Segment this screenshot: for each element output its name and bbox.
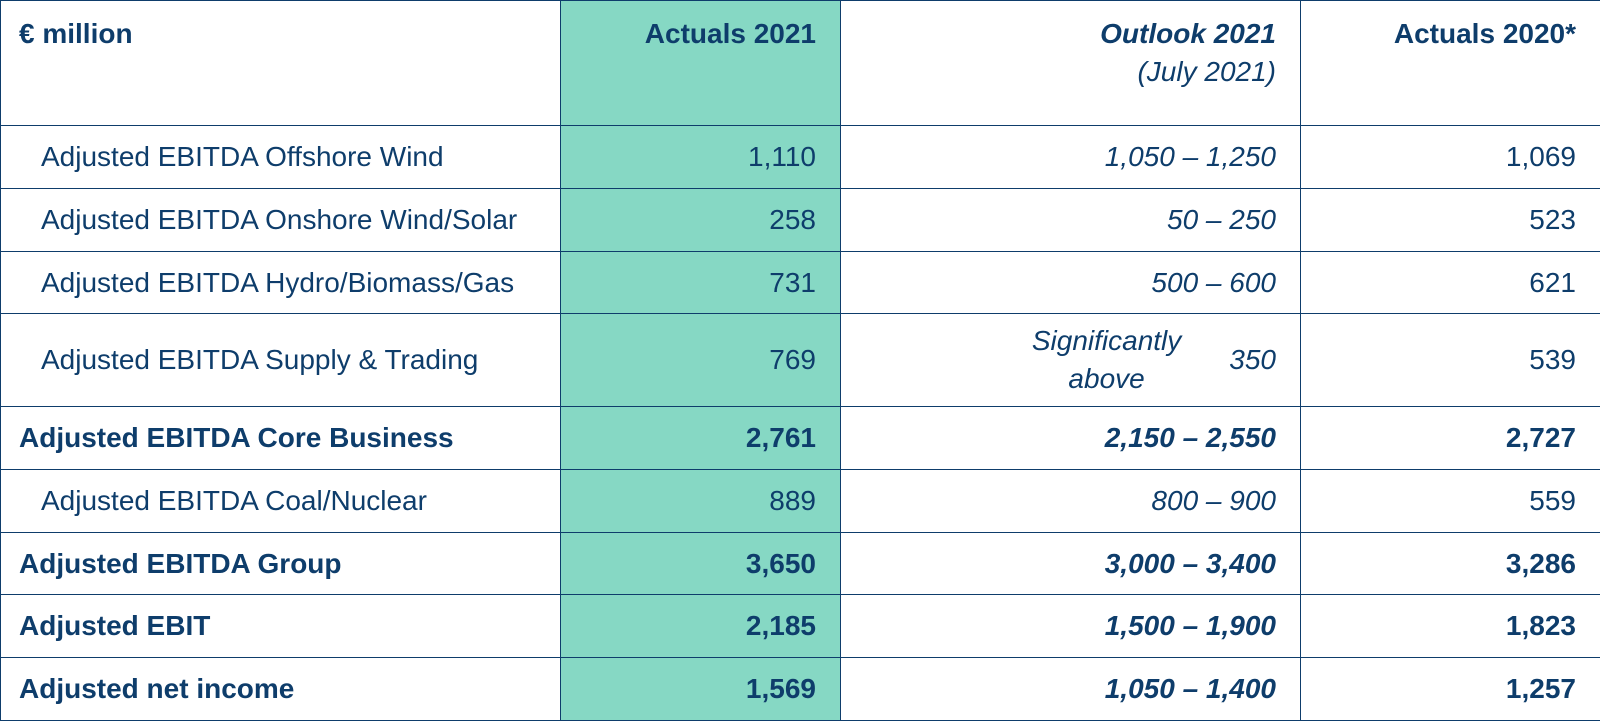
cell-actuals-2020: 1,823 [1301,595,1600,658]
row-label: Adjusted EBITDA Offshore Wind [1,126,561,189]
cell-actuals-2020: 539 [1301,314,1600,407]
cell-actuals-2020: 2,727 [1301,406,1600,469]
table-header-row: € million Actuals 2021 Outlook 2021 (Jul… [1,1,1600,126]
cell-outlook: 1,500 – 1,900 [841,595,1301,658]
cell-actuals-2020: 523 [1301,188,1600,251]
cell-actuals-2021: 258 [561,188,841,251]
table-row: Adjusted EBITDA Offshore Wind1,1101,050 … [1,126,1600,189]
col-header-metric: € million [1,1,561,126]
financial-table: € million Actuals 2021 Outlook 2021 (Jul… [0,0,1600,721]
cell-outlook: 2,150 – 2,550 [841,406,1301,469]
row-label: Adjusted EBITDA Coal/Nuclear [1,469,561,532]
cell-actuals-2021: 769 [561,314,841,407]
cell-outlook: 500 – 600 [841,251,1301,314]
cell-actuals-2021: 1,569 [561,658,841,721]
cell-outlook: 3,000 – 3,400 [841,532,1301,595]
table-row: Adjusted EBITDA Coal/Nuclear889800 – 900… [1,469,1600,532]
row-label: Adjusted EBIT [1,595,561,658]
outlook-title: Outlook 2021 [1100,18,1276,49]
col-header-outlook: Outlook 2021 (July 2021) [841,1,1301,126]
cell-outlook: 50 – 250 [841,188,1301,251]
row-label: Adjusted EBITDA Supply & Trading [1,314,561,407]
cell-actuals-2020: 559 [1301,469,1600,532]
cell-actuals-2021: 1,110 [561,126,841,189]
cell-actuals-2021: 2,761 [561,406,841,469]
table-row: Adjusted EBITDA Hydro/Biomass/Gas731500 … [1,251,1600,314]
cell-outlook: 1,050 – 1,250 [841,126,1301,189]
cell-outlook: 1,050 – 1,400 [841,658,1301,721]
cell-actuals-2020: 3,286 [1301,532,1600,595]
row-label: Adjusted EBITDA Core Business [1,406,561,469]
row-label: Adjusted net income [1,658,561,721]
cell-actuals-2020: 621 [1301,251,1600,314]
table-row: Adjusted net income1,5691,050 – 1,4001,2… [1,658,1600,721]
row-label: Adjusted EBITDA Group [1,532,561,595]
outlook-subtitle: (July 2021) [859,53,1276,91]
table-body: Adjusted EBITDA Offshore Wind1,1101,050 … [1,126,1600,721]
col-header-actuals-2021: Actuals 2021 [561,1,841,126]
cell-actuals-2021: 2,185 [561,595,841,658]
table-row: Adjusted EBIT2,1851,500 – 1,9001,823 [1,595,1600,658]
table-row: Adjusted EBITDA Onshore Wind/Solar25850 … [1,188,1600,251]
row-label: Adjusted EBITDA Onshore Wind/Solar [1,188,561,251]
table-row: Adjusted EBITDA Group3,6503,000 – 3,4003… [1,532,1600,595]
col-header-actuals-2020: Actuals 2020* [1301,1,1600,126]
cell-outlook: 800 – 900 [841,469,1301,532]
cell-actuals-2020: 1,257 [1301,658,1600,721]
cell-actuals-2020: 1,069 [1301,126,1600,189]
cell-actuals-2021: 889 [561,469,841,532]
cell-actuals-2021: 731 [561,251,841,314]
cell-outlook: Significantlyabove 350 [841,314,1301,407]
cell-actuals-2021: 3,650 [561,532,841,595]
table-row: Adjusted EBITDA Supply & Trading769Signi… [1,314,1600,407]
outlook-special-value: 350 [1229,341,1276,379]
table-row: Adjusted EBITDA Core Business2,7612,150 … [1,406,1600,469]
outlook-special-text: Significantlyabove [1032,322,1181,398]
row-label: Adjusted EBITDA Hydro/Biomass/Gas [1,251,561,314]
